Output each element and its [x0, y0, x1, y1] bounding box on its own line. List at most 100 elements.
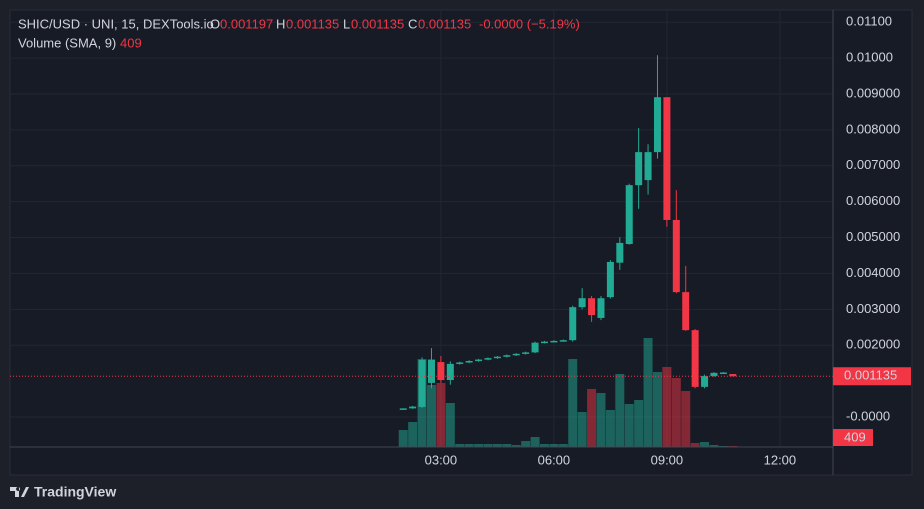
candle-body: [729, 374, 737, 377]
volume-bar: [662, 367, 672, 447]
candle-body: [635, 152, 643, 186]
candle-body: [672, 219, 680, 293]
y-tick-label: 0.005000: [846, 229, 900, 244]
volume-bar: [521, 441, 531, 447]
last-price-label: 0.001135: [844, 368, 897, 383]
last-volume-tag: [833, 429, 873, 446]
volume-bar: [455, 444, 465, 447]
volume-bar: [436, 383, 446, 447]
candle-body: [597, 298, 605, 318]
candle-body: [512, 353, 520, 356]
candle-body: [437, 362, 445, 381]
candle-body: [484, 358, 492, 360]
brand-name: TradingView: [34, 484, 116, 500]
candle-body: [418, 359, 426, 407]
y-tick-label: 0.002000: [846, 337, 900, 352]
candle-body: [719, 372, 727, 374]
legend-low: 0.001135: [351, 16, 404, 31]
y-tick-label: 0.006000: [846, 193, 900, 208]
volume-bar: [426, 385, 436, 447]
legend-h-key: H: [276, 16, 285, 31]
volume-bar: [408, 422, 418, 447]
candle-body: [493, 356, 501, 359]
volume-bar: [671, 378, 681, 447]
volume-bar: [539, 444, 549, 447]
y-tick-label: 0.004000: [846, 265, 900, 280]
x-tick-label: 12:00: [764, 452, 797, 467]
y-tick-label: 0.009000: [846, 85, 900, 100]
candle-body: [503, 355, 511, 357]
volume-bar: [587, 389, 597, 447]
y-tick-label: 0.007000: [846, 157, 900, 172]
candle-body: [625, 185, 633, 245]
volume-title: Volume (SMA, 9): [18, 35, 116, 50]
y-tick-label: 0.003000: [846, 301, 900, 316]
candle-body: [531, 342, 539, 353]
candle-body: [399, 408, 407, 410]
candle-body: [465, 361, 473, 363]
volume-bar: [464, 444, 474, 447]
candle-body: [409, 406, 417, 409]
volume-bar: [728, 445, 738, 447]
y-tick-label: 0.01100: [846, 14, 892, 29]
candle-body: [691, 330, 699, 387]
candle-body: [540, 341, 548, 344]
volume-bar: [549, 444, 559, 447]
legend-o-key: O: [210, 16, 220, 31]
candle-body: [578, 298, 586, 308]
last-volume-label: 409: [844, 429, 866, 444]
volume-bar: [530, 437, 540, 447]
volume-bar: [474, 444, 484, 447]
volume-bar: [681, 391, 691, 447]
x-tick-label: 09:00: [651, 452, 684, 467]
legend-l-key: L: [343, 16, 350, 31]
volume-bar: [568, 359, 578, 447]
volume-bar: [511, 445, 521, 447]
volume-bar: [643, 338, 653, 447]
volume-bar: [483, 444, 493, 447]
volume-bar: [502, 444, 512, 447]
y-tick-label: 0.008000: [846, 121, 900, 136]
legend-high: 0.001135: [286, 16, 339, 31]
volume-bar: [615, 374, 625, 447]
candle-body: [550, 340, 558, 343]
candle-body: [682, 292, 690, 331]
legend-close: 0.001135: [418, 16, 471, 31]
volume-bar: [596, 393, 606, 447]
x-tick-label: 06:00: [538, 452, 571, 467]
volume-bar: [634, 400, 644, 447]
candle-body: [616, 242, 624, 263]
candle-body: [653, 97, 661, 153]
x-tick-label: 03:00: [425, 452, 458, 467]
candle-body: [569, 307, 577, 341]
y-tick-label: -0.0000: [846, 408, 890, 423]
volume-bar: [709, 445, 719, 447]
volume-bar: [652, 372, 662, 447]
volume-bar: [445, 403, 455, 447]
volume-bar: [605, 410, 615, 447]
candle-body: [644, 152, 652, 181]
candle-body: [446, 363, 454, 381]
candle-body: [701, 376, 709, 387]
brand-logo: [10, 487, 29, 497]
candle-body: [606, 261, 614, 298]
y-tick-label: 0.01000: [846, 50, 893, 65]
legend-symbol: SHIC/USD · UNI, 15, DEXTools.io: [18, 16, 214, 31]
brand: TradingView: [10, 484, 116, 500]
plot: [10, 10, 833, 447]
volume-bar: [558, 444, 568, 447]
candle-body: [522, 352, 530, 354]
candle-body: [475, 359, 483, 362]
volume-bar: [492, 444, 502, 447]
legend-open: 0.001197: [220, 16, 273, 31]
volume-bar: [624, 404, 634, 447]
candle-body: [710, 372, 718, 377]
chart-panel: [9, 9, 913, 476]
candle-body: [456, 362, 464, 364]
legend-change: -0.0000 (−5.19%): [479, 16, 580, 31]
volume-bar: [700, 442, 710, 447]
candle-body: [663, 97, 671, 220]
volume-last: 409: [120, 35, 142, 50]
